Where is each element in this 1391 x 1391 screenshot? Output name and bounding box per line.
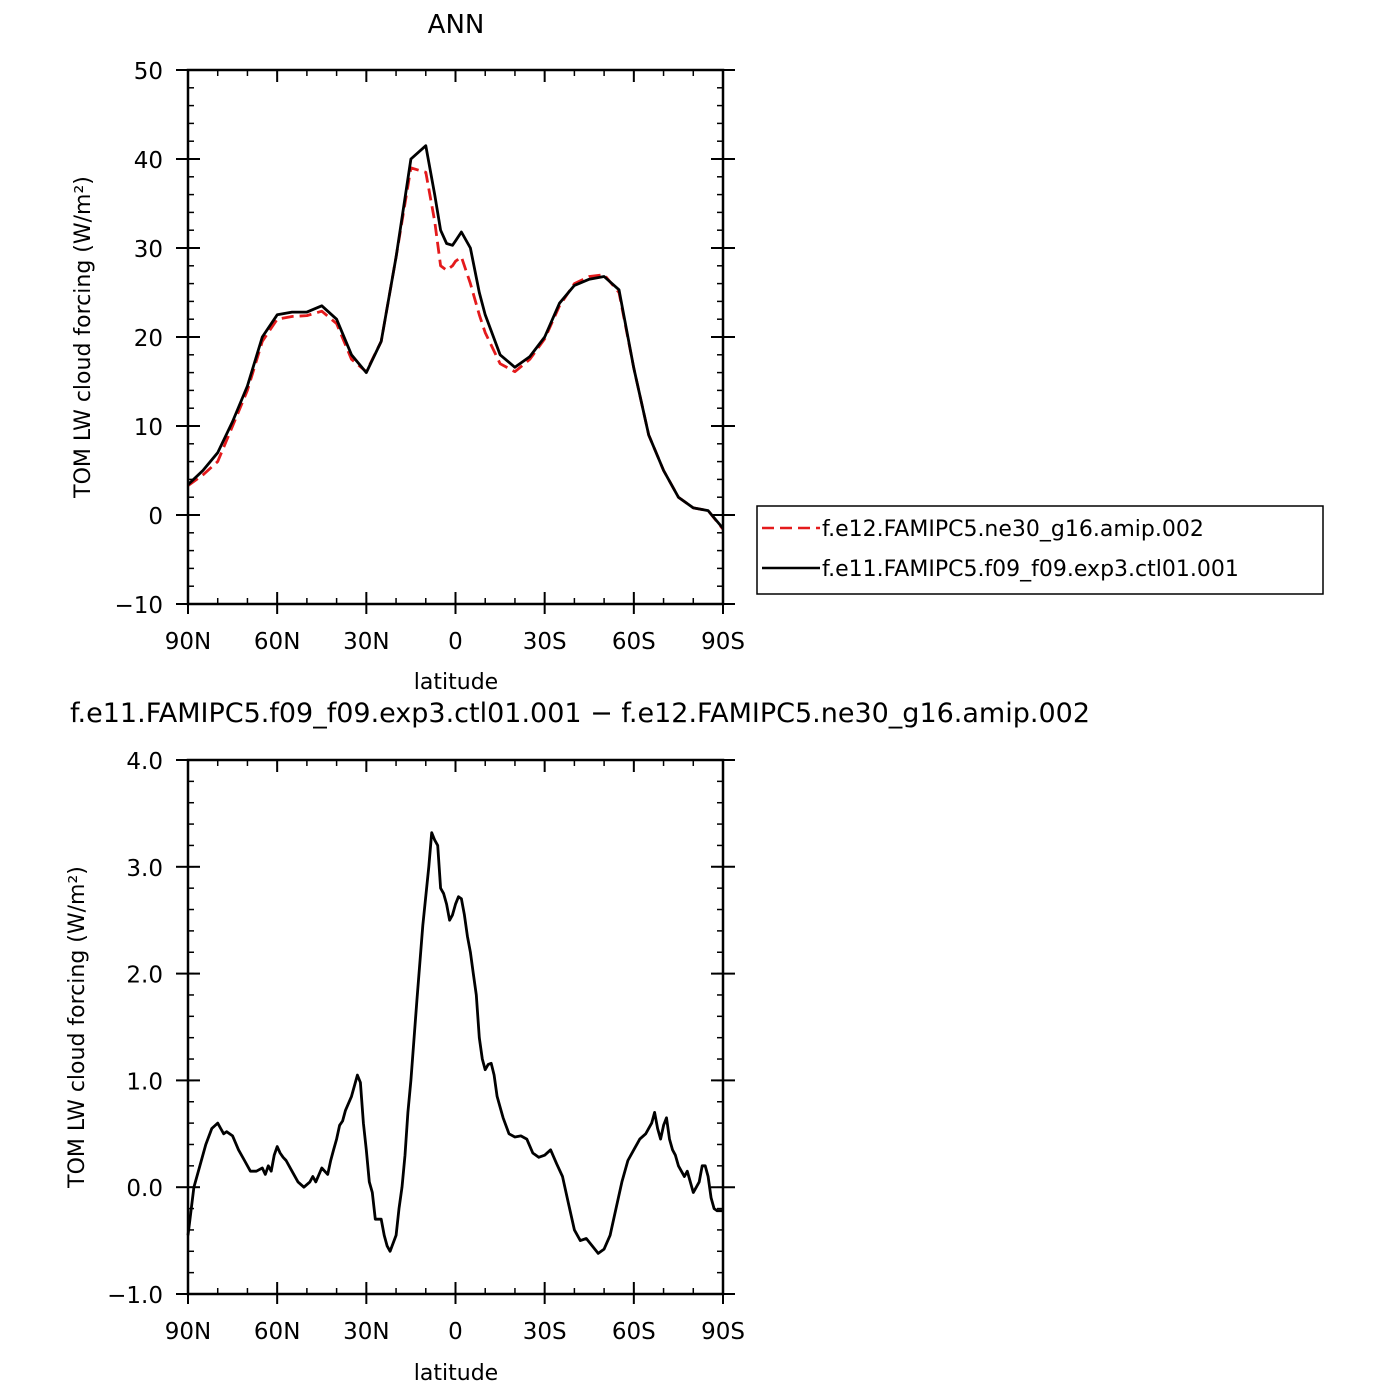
legend: f.e12.FAMIPC5.ne30_g16.amip.002 f.e11.FA… bbox=[756, 505, 1324, 595]
bottom-y-tick-label: 4.0 bbox=[126, 749, 163, 775]
legend-label-2: f.e11.FAMIPC5.f09_f09.exp3.ctl01.001 bbox=[822, 557, 1239, 582]
bottom-plot-frame bbox=[186, 758, 725, 1296]
bottom-chart-title: f.e11.FAMIPC5.f09_f09.exp3.ctl01.001 − f… bbox=[70, 698, 1090, 729]
bottom-series-line-1 bbox=[186, 831, 723, 1255]
top-x-tick-label: 90S bbox=[701, 629, 745, 655]
bottom-y-tick-label: 0.0 bbox=[126, 1176, 163, 1202]
bottom-series-lines bbox=[186, 831, 723, 1255]
bottom-x-tick-label: 60N bbox=[254, 1319, 300, 1345]
top-y-axis-label: TOM LW cloud forcing (W/m²) bbox=[71, 176, 96, 499]
top-panel: ANN TOM LW cloud forcing (W/m²) latitude… bbox=[71, 10, 1324, 695]
top-axis-ticks: 90N 60N 30N 0 30S 60S 90S −10 0 10 20 30 40 50 bbox=[114, 59, 744, 655]
top-y-tick-label: −10 bbox=[114, 593, 163, 619]
top-series-line-1 bbox=[187, 166, 725, 531]
top-y-tick-label: 20 bbox=[134, 326, 163, 352]
top-plot-frame bbox=[186, 68, 725, 606]
bottom-y-tick-label: −1.0 bbox=[107, 1283, 163, 1309]
bottom-x-tick-label: 0 bbox=[448, 1319, 463, 1345]
top-x-tick-label: 0 bbox=[448, 629, 463, 655]
legend-box bbox=[756, 505, 1324, 595]
top-x-tick-label: 60N bbox=[254, 629, 300, 655]
bottom-x-tick-label: 60S bbox=[612, 1319, 656, 1345]
top-x-tick-label: 30N bbox=[343, 629, 389, 655]
top-y-tick-label: 10 bbox=[134, 415, 163, 441]
bottom-x-tick-label: 30S bbox=[523, 1319, 567, 1345]
top-y-tick-label: 40 bbox=[134, 148, 163, 174]
bottom-y-tick-label: 2.0 bbox=[126, 963, 163, 989]
bottom-x-tick-label: 90N bbox=[165, 1319, 211, 1345]
top-y-tick-label: 50 bbox=[134, 59, 163, 85]
top-y-tick-label: 30 bbox=[134, 237, 163, 263]
bottom-y-axis-label: TOM LW cloud forcing (W/m²) bbox=[65, 866, 90, 1189]
top-y-tick-label: 0 bbox=[148, 504, 163, 530]
bottom-y-tick-label: 3.0 bbox=[126, 856, 163, 882]
bottom-axis-ticks: 90N 60N 30N 0 30S 60S 90S −1.0 0.0 1.0 2.0 3.0 4.0 bbox=[107, 749, 745, 1345]
top-x-tick-label: 60S bbox=[612, 629, 656, 655]
bottom-x-tick-label: 30N bbox=[343, 1319, 389, 1345]
bottom-x-tick-label: 90S bbox=[701, 1319, 745, 1345]
top-x-tick-label: 30S bbox=[523, 629, 567, 655]
bottom-panel: f.e11.FAMIPC5.f09_f09.exp3.ctl01.001 − f… bbox=[65, 698, 1090, 1386]
top-series-lines bbox=[187, 144, 725, 531]
top-series-line-2 bbox=[187, 144, 725, 530]
top-x-tick-label: 90N bbox=[165, 629, 211, 655]
bottom-x-axis-label: latitude bbox=[414, 1361, 498, 1386]
top-chart-title: ANN bbox=[428, 10, 485, 40]
bottom-y-tick-label: 1.0 bbox=[126, 1069, 163, 1095]
legend-label-1: f.e12.FAMIPC5.ne30_g16.amip.002 bbox=[822, 517, 1204, 542]
top-x-axis-label: latitude bbox=[414, 670, 498, 695]
